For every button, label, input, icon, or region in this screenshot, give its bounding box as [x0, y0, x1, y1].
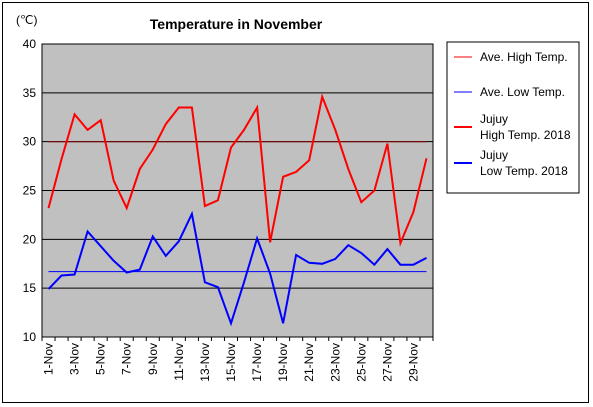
legend-label-1: Ave. Low Temp. — [480, 85, 565, 99]
x-tick-label: 15-Nov — [224, 343, 238, 382]
legend-label-2-line-0: Jujuy — [480, 112, 508, 126]
y-tick-label: 40 — [23, 37, 37, 51]
x-tick-label: 13-Nov — [198, 343, 212, 382]
legend-label-0: Ave. High Temp. — [480, 50, 568, 64]
x-tick-label: 21-Nov — [302, 343, 316, 382]
series-line-3 — [47, 210, 427, 327]
x-axis-tick-labels: 1-Nov 3-Nov 5-Nov 7-Nov 9-Nov 11-Nov 13-Nov 15-… — [42, 343, 421, 382]
y-tick-label: 30 — [23, 135, 37, 149]
series-lines — [47, 93, 428, 327]
y-tick-label: 35 — [23, 86, 37, 100]
x-tick-label: 3-Nov — [68, 343, 82, 375]
x-tick-label: 25-Nov — [354, 343, 368, 382]
x-tick-label: 17-Nov — [250, 343, 264, 382]
chart-title: Temperature in November — [150, 16, 323, 32]
legend: Ave. High Temp. Ave. Low Temp. Jujuy High T… — [454, 50, 571, 178]
y-tick-label: 15 — [23, 281, 37, 295]
y-axis-tick-labels: 10 15 20 25 30 35 40 — [23, 37, 37, 344]
legend-label-3-line-1: Low Temp. 2018 — [480, 164, 568, 178]
x-tick-label: 19-Nov — [276, 343, 290, 382]
x-tick-label: 9-Nov — [146, 343, 160, 375]
legend-label-3-line-0: Jujuy — [480, 148, 508, 162]
x-tick-label: 29-Nov — [406, 343, 420, 382]
y-tick-label: 25 — [23, 184, 37, 198]
x-tick-label: 11-Nov — [172, 343, 186, 381]
x-tick-label: 27-Nov — [380, 343, 394, 382]
x-tick-label: 23-Nov — [328, 343, 342, 382]
x-axis-tick-marks — [41, 337, 434, 341]
y-tick-label: 20 — [23, 232, 37, 246]
legend-box — [446, 41, 580, 194]
series-line-2 — [47, 93, 428, 248]
x-tick-label: 1-Nov — [42, 343, 56, 375]
unit-label: (℃) — [16, 13, 37, 27]
legend-label-2-line-1: High Temp. 2018 — [480, 128, 571, 142]
x-tick-label: 7-Nov — [120, 343, 134, 375]
y-tick-label: 10 — [23, 330, 37, 344]
x-tick-label: 5-Nov — [94, 343, 108, 375]
